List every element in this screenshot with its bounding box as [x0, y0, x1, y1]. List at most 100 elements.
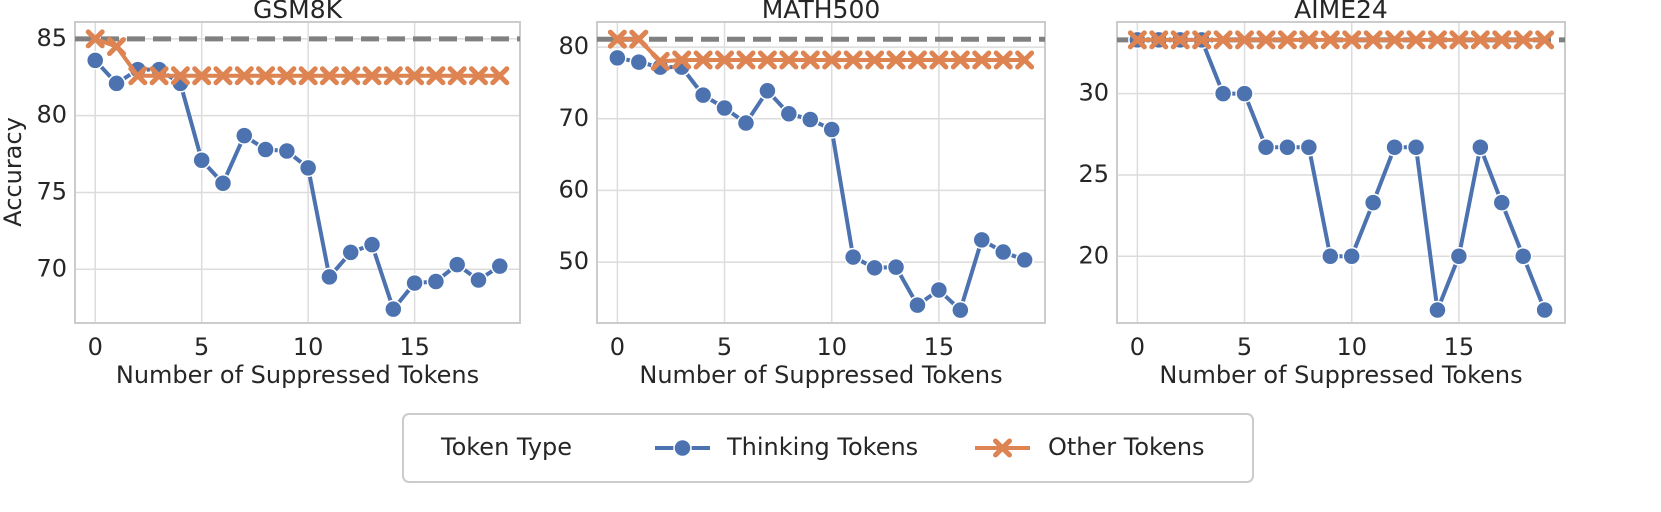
circle-marker	[490, 256, 510, 276]
x-marker	[1127, 30, 1147, 50]
series-line	[1137, 37, 1547, 312]
x-marker	[234, 66, 254, 86]
x-tick-label: 0	[610, 333, 625, 361]
x-marker	[865, 50, 885, 70]
x-tick-label: 10	[1336, 333, 1367, 361]
x-marker	[800, 50, 820, 70]
x-tick-label: 5	[717, 333, 732, 361]
circle-marker	[107, 74, 126, 93]
x-marker	[1015, 50, 1035, 70]
circle-marker	[1385, 138, 1404, 157]
y-tick-label: 25	[1078, 160, 1109, 188]
y-tick-label: 60	[558, 175, 589, 203]
x-tick-label: 10	[816, 333, 847, 361]
x-axis-label: Number of Suppressed Tokens	[116, 361, 479, 389]
circle-marker	[736, 113, 756, 133]
x-marker	[298, 66, 318, 86]
circle-marker	[213, 174, 233, 193]
circle-marker	[908, 295, 927, 315]
circle-marker	[1535, 300, 1554, 320]
x-tick-label: 5	[1237, 333, 1252, 361]
x-marker	[213, 66, 233, 86]
x-marker	[1235, 30, 1255, 50]
plot-frame	[1116, 21, 1566, 324]
circle-marker	[256, 140, 275, 159]
circle-marker	[865, 258, 884, 278]
plot-frame	[74, 21, 521, 324]
circle-marker	[1278, 138, 1297, 157]
x-marker	[1385, 30, 1405, 50]
circle-marker	[85, 51, 105, 70]
circle-marker	[341, 243, 360, 262]
circle-marker	[929, 280, 949, 300]
y-tick-label: 20	[1078, 241, 1109, 269]
circle-marker	[320, 267, 339, 287]
series-line	[94, 37, 500, 78]
x-marker	[993, 50, 1013, 70]
x-marker	[757, 50, 777, 70]
series-line	[617, 37, 1025, 64]
circle-marker	[447, 255, 467, 274]
x-marker	[1427, 30, 1447, 50]
x-marker	[1170, 30, 1190, 50]
x-tick-label: 5	[194, 333, 209, 361]
plot-area	[1117, 22, 1565, 323]
legend-marker	[673, 438, 692, 458]
y-tick-label: 80	[558, 32, 589, 60]
x-marker	[1470, 30, 1490, 50]
y-tick-label: 30	[1078, 79, 1109, 107]
x-marker	[1256, 30, 1276, 50]
y-tick-label: 70	[36, 254, 67, 282]
x-marker	[256, 66, 276, 86]
x-marker	[1149, 30, 1169, 50]
circle-marker	[801, 110, 820, 129]
circle-marker	[1299, 138, 1319, 157]
circle-marker	[779, 104, 799, 123]
circle-marker	[426, 272, 446, 291]
x-marker	[1492, 30, 1512, 50]
legend-title: Token Type	[440, 433, 572, 461]
x-marker	[1213, 30, 1233, 50]
circle-marker	[1471, 138, 1490, 157]
x-marker	[426, 66, 446, 86]
x-marker	[843, 50, 863, 70]
x-marker	[822, 50, 842, 70]
circle-marker	[277, 141, 297, 161]
circle-marker	[1015, 250, 1034, 270]
circle-marker	[758, 81, 777, 101]
y-tick-label: 85	[36, 24, 67, 52]
y-tick-label: 80	[36, 101, 67, 129]
y-tick-label: 75	[36, 177, 67, 205]
circle-marker	[629, 52, 649, 72]
x-marker	[1449, 30, 1469, 50]
y-tick-label: 50	[558, 247, 589, 275]
circle-marker	[362, 235, 382, 254]
circle-marker	[1321, 247, 1340, 266]
plot-frame	[596, 21, 1046, 324]
circle-marker	[469, 270, 488, 290]
y-axis-label: Accuracy	[0, 117, 27, 227]
circle-marker	[235, 126, 254, 145]
circle-marker	[384, 299, 403, 319]
x-marker	[715, 50, 735, 70]
x-marker	[149, 66, 169, 86]
x-marker	[1406, 30, 1426, 50]
x-marker	[1535, 30, 1555, 50]
x-marker	[468, 66, 488, 86]
x-marker	[447, 66, 467, 86]
circle-marker	[1256, 138, 1276, 157]
circle-marker	[405, 273, 424, 293]
x-marker	[629, 29, 649, 49]
circle-marker	[192, 150, 211, 170]
x-marker	[693, 50, 713, 70]
x-marker	[672, 50, 692, 70]
x-marker	[128, 66, 148, 86]
circle-marker	[693, 85, 713, 105]
x-tick-label: 15	[399, 333, 430, 361]
x-marker	[972, 50, 992, 70]
x-marker	[383, 66, 403, 86]
circle-marker	[843, 247, 863, 267]
circle-marker	[1213, 84, 1233, 103]
circle-marker	[298, 158, 318, 178]
